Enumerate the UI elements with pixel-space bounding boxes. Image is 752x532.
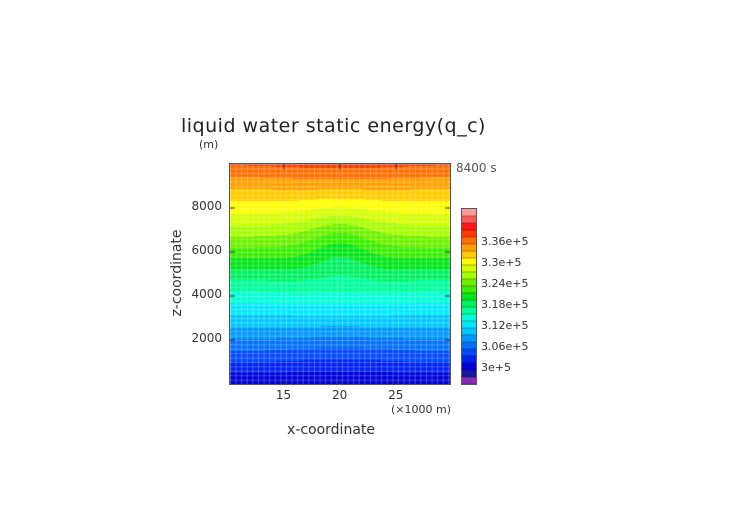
colorbar-label: 3e+5: [481, 361, 511, 374]
y-tick-label: 2000: [191, 331, 222, 345]
colorbar-label: 3.12e+5: [481, 319, 529, 332]
y-axis-label: z-coordinate: [169, 229, 185, 317]
y-unit-label: (m): [199, 138, 219, 151]
contour-field: [229, 163, 451, 385]
y-tick-label: 4000: [191, 287, 222, 301]
colorbar-label: 3.36e+5: [481, 235, 529, 248]
colorbar-label: 3.24e+5: [481, 277, 529, 290]
colorbar-label: 3.06e+5: [481, 340, 529, 353]
colorbar-label: 3.18e+5: [481, 298, 529, 311]
x-unit-label: (×1000 m): [391, 403, 452, 416]
x-axis-label: x-coordinate: [287, 422, 376, 438]
x-tick-label: 25: [388, 388, 404, 402]
chart-title: liquid water static energy(q_c): [181, 115, 486, 137]
x-tick-label: 15: [275, 388, 292, 402]
x-tick-label: 20: [332, 388, 348, 402]
colorbar: [461, 208, 477, 385]
y-tick-label: 8000: [191, 199, 222, 213]
time-label: 8400 s: [456, 161, 497, 175]
colorbar-label: 3.3e+5: [481, 256, 522, 269]
y-tick-label: 6000: [191, 243, 222, 257]
